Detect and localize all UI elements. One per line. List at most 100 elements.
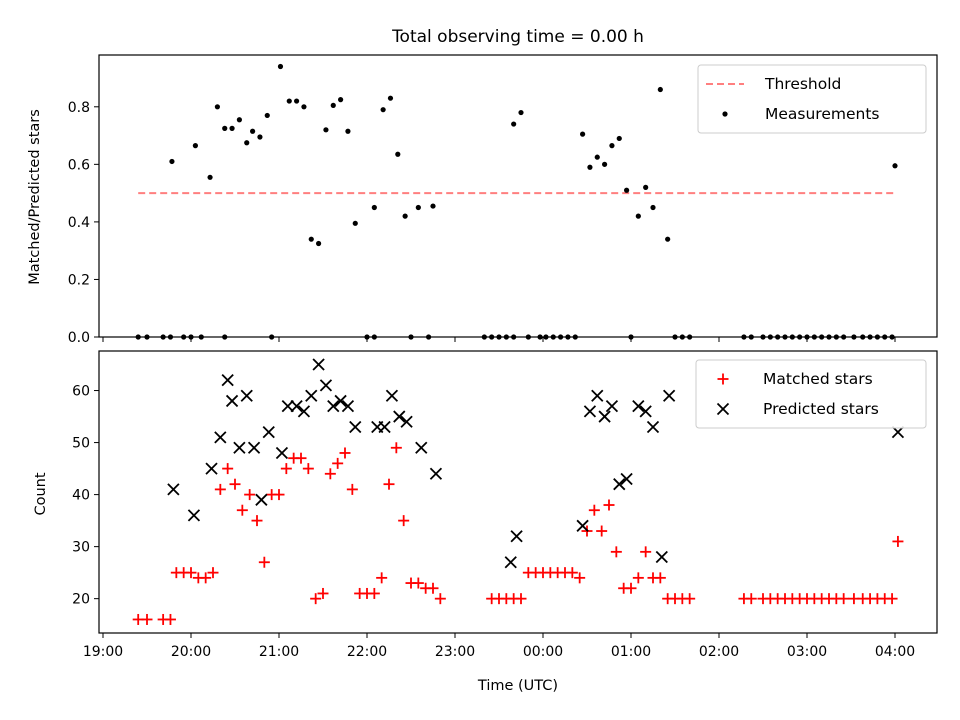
predicted-point (297, 405, 311, 418)
measurement-point (594, 154, 600, 160)
predicted-point (290, 400, 303, 413)
matched-point (295, 452, 307, 464)
x-tick-label: 03:00 (787, 644, 827, 660)
legend-box (695, 359, 927, 429)
predicted-point (281, 400, 294, 413)
predicted-point-b (510, 530, 523, 543)
matched-point (164, 613, 176, 625)
predicted-point-b (655, 550, 668, 564)
matched-point (200, 572, 212, 584)
predicted-point (583, 405, 597, 418)
matched-point (603, 499, 615, 511)
predicted-point (378, 420, 391, 434)
predicted-point (662, 389, 676, 402)
measurement-point (222, 125, 228, 131)
measurement-point (236, 117, 242, 123)
measurement-point (650, 204, 656, 211)
legend-label: Measurements (765, 105, 880, 123)
predicted-point-b (632, 400, 645, 413)
y-tick-label: 0.2 (68, 272, 90, 288)
matched-point (412, 577, 424, 589)
measurement-point (352, 220, 358, 226)
measurement-point (616, 135, 622, 142)
predicted-point-b (312, 358, 325, 371)
matched-point (654, 572, 666, 584)
legend-label: Threshold (764, 75, 841, 93)
measurement-point (286, 98, 292, 104)
matched-point (258, 556, 270, 568)
measurement-point (511, 121, 517, 127)
measurement-point (380, 107, 386, 113)
y-axis-label: Count (33, 472, 49, 515)
predicted-point (591, 389, 604, 402)
top-panel: Total observing time = 0.00 h Matched/Pr… (27, 27, 938, 346)
predicted-point (400, 415, 413, 428)
predicted-point (275, 446, 289, 460)
bottom-panel: Count Time (UTC) 20 30 40 50 60 19:00 20:00 21:… (33, 350, 938, 694)
matched-point (214, 483, 226, 495)
x-axis-label: Time (UTC) (477, 678, 558, 694)
predicted-point (255, 493, 268, 506)
matched-point (229, 478, 241, 490)
predicted-point (632, 400, 645, 413)
measurement-point (371, 204, 377, 211)
predicted-point-b (225, 394, 239, 408)
matched-point (886, 593, 898, 605)
measurement-point (250, 128, 256, 134)
measurement-point (229, 125, 235, 131)
predicted-point (393, 410, 406, 423)
predicted-point (312, 358, 325, 371)
bottom-legend: Matched stars Predicted stars (695, 359, 927, 429)
predicted-point-b (646, 420, 660, 434)
measurement-point (402, 213, 408, 219)
matched-point (236, 504, 248, 516)
y-tick-label: 0.0 (68, 330, 90, 346)
measurement-point (395, 151, 401, 157)
predicted-point (576, 519, 589, 532)
predicted-point (214, 431, 227, 444)
legend-box (697, 64, 927, 134)
predicted-point-b (187, 509, 201, 522)
matched-point (251, 515, 263, 527)
bottom-axes: 20 30 40 50 60 19:00 20:00 21:00 22:00 23:00 00:00… (72, 350, 938, 660)
measurement-point (587, 164, 593, 170)
predicted-point-b (275, 446, 289, 460)
predicted-point-b (393, 410, 406, 423)
predicted-point (349, 420, 362, 434)
measurement-point (294, 98, 300, 104)
matched-point (515, 593, 527, 605)
predicted-point (319, 379, 333, 392)
predicted-point (262, 426, 275, 439)
predicted-point-b (255, 493, 268, 506)
plot-frame (98, 350, 938, 634)
matched-point (574, 572, 586, 584)
matched-point (745, 593, 757, 605)
predicted-point-b (233, 441, 246, 454)
measurement-point (244, 140, 250, 146)
chart-title: Total observing time = 0.00 h (391, 27, 644, 47)
predicted-point-b (415, 441, 428, 454)
measurement-point (415, 204, 421, 211)
predicted-point-b (605, 400, 619, 413)
measurement-point (264, 112, 270, 119)
x-tick-label: 23:00 (435, 644, 475, 660)
predicted-point-b (341, 400, 355, 413)
predicted-point-b (247, 441, 261, 454)
matched-point (185, 567, 197, 579)
predicted-point-b (240, 389, 253, 402)
matched-point (596, 525, 608, 537)
matched-point (427, 582, 439, 594)
matched-point (588, 504, 600, 516)
x-tick-label: 19:00 (83, 644, 123, 660)
measurement-point (207, 174, 213, 180)
x-tick-label: 21:00 (259, 644, 299, 660)
matched-point (280, 463, 292, 475)
predicted-point-b (378, 420, 391, 434)
predicted-point (334, 394, 347, 408)
predicted-point (341, 400, 355, 413)
predicted-point (205, 462, 218, 475)
predicted-point-b (385, 389, 399, 402)
matched-point (273, 489, 285, 501)
matched-point (141, 613, 153, 625)
y-tick-label: 0.4 (68, 215, 90, 231)
